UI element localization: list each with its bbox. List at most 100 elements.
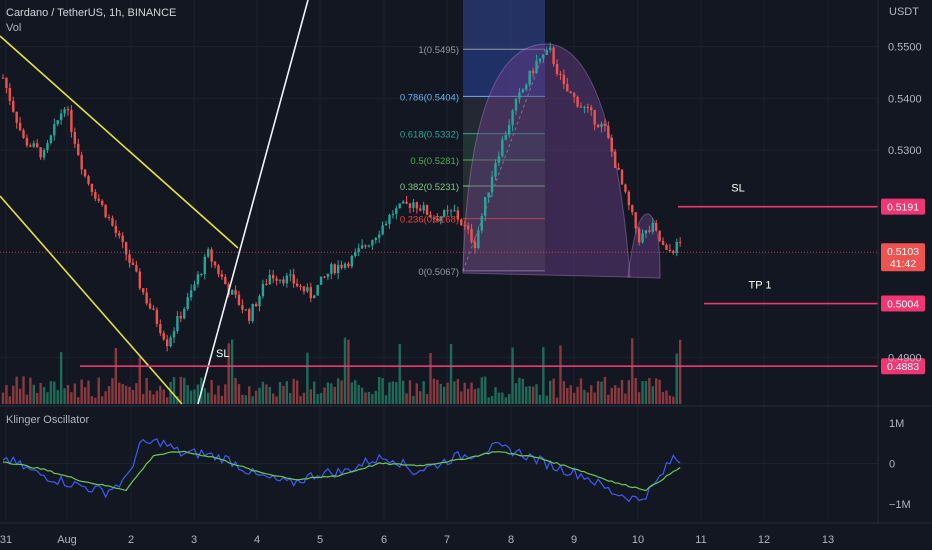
volume-bar — [504, 397, 507, 404]
volume-bar — [347, 339, 350, 404]
candle-body — [391, 214, 395, 216]
candle-body — [265, 283, 268, 285]
volume-bar — [32, 384, 35, 404]
current-price-value: 0.5103 — [887, 246, 919, 258]
candle-body — [473, 241, 477, 249]
candle-body — [371, 240, 374, 246]
volume-bar — [442, 386, 446, 404]
fib-zone — [463, 133, 545, 161]
candle-body — [675, 241, 678, 253]
candle-body — [169, 337, 172, 347]
candle-body — [593, 110, 596, 125]
volume-bar — [66, 385, 70, 404]
candle-body — [531, 70, 535, 74]
candle-body — [607, 125, 610, 138]
oscillator-tick-label: 1M — [889, 418, 904, 430]
candlesticks — [1, 42, 682, 352]
volume-bar — [521, 378, 525, 404]
candle-body — [111, 218, 114, 226]
candle-body — [145, 292, 148, 304]
volume-bar — [350, 382, 354, 404]
candle-body — [566, 84, 569, 92]
candle-body — [5, 77, 8, 88]
candle-body — [289, 274, 292, 276]
candle-body — [511, 110, 514, 126]
candle-body — [661, 241, 665, 245]
symbol-title[interactable]: Cardano / TetherUS, 1h, BINANCE — [6, 7, 177, 19]
oscillator-title[interactable]: Klinger Oscillator — [6, 414, 90, 426]
candle-body — [648, 230, 651, 232]
volume-bar — [124, 385, 128, 404]
volume-bar — [248, 386, 251, 404]
candle-body — [432, 217, 436, 220]
volume-bar — [545, 395, 548, 404]
candle-body — [545, 50, 548, 55]
volume-bar — [586, 392, 590, 404]
candle-body — [525, 84, 528, 90]
volume-bar — [463, 382, 466, 404]
annotation-label: SL — [216, 348, 229, 360]
candle-body — [159, 323, 162, 334]
volume-bar — [388, 382, 391, 404]
candle-body — [271, 274, 275, 279]
fibonacci-retracement[interactable]: 1(0.5495) 0.786(0.5404) 0.618(0.5332) 0.5(0… — [400, 0, 546, 278]
volume-bar — [90, 396, 94, 404]
candle-body — [39, 147, 42, 158]
candle-body — [213, 261, 217, 266]
volume-bar — [271, 393, 275, 404]
volume-bar — [179, 376, 183, 404]
candle-body — [155, 309, 159, 324]
level-price-tag — [881, 295, 925, 312]
candle-body — [624, 184, 627, 192]
volume-bar — [18, 388, 22, 404]
candle-body — [203, 256, 206, 275]
level-label: SL — [731, 183, 744, 195]
candle-body — [552, 47, 555, 64]
volume-bar — [73, 383, 77, 404]
candle-body — [637, 228, 641, 243]
volume-bar — [405, 393, 408, 404]
candle-body — [22, 130, 25, 138]
candle-body — [535, 60, 538, 74]
candle-body — [449, 210, 453, 212]
volume-bar — [128, 386, 131, 404]
volume-bar — [237, 384, 241, 404]
volume-bar — [494, 387, 497, 404]
volume-bar — [675, 353, 678, 404]
volume-bar — [648, 378, 651, 404]
candle-body — [56, 120, 59, 125]
candle-body — [285, 275, 289, 284]
candle-body — [333, 264, 336, 274]
candle-body — [330, 264, 333, 274]
candle-body — [538, 58, 542, 61]
candle-body — [234, 290, 237, 295]
level-price-tag — [881, 198, 925, 215]
candle-body — [196, 274, 200, 285]
time-tick-label: 13 — [822, 534, 834, 546]
candle-body — [412, 202, 415, 208]
candle-body — [316, 284, 319, 296]
volume-bar — [378, 377, 381, 404]
trend-lines[interactable]: SL — [0, 0, 309, 405]
klinger-signal-line — [2, 450, 681, 492]
volume-bar — [436, 379, 439, 404]
volume-bar — [507, 394, 511, 404]
volume-bar — [620, 379, 624, 404]
candle-body — [193, 284, 196, 291]
volume-bar — [254, 390, 258, 404]
price-tick-label: 0.5300 — [888, 145, 922, 157]
candle-body — [128, 254, 131, 263]
candle-body — [302, 286, 306, 292]
volume-bar — [80, 379, 83, 404]
candle-body — [121, 235, 124, 243]
candle-body — [446, 210, 449, 212]
candle-body — [484, 197, 487, 216]
volume-bar — [367, 391, 371, 404]
candle-body — [15, 111, 18, 123]
candle-body — [463, 225, 466, 227]
volume-bar — [131, 389, 135, 404]
candle-body — [336, 264, 340, 274]
volume-bar — [152, 394, 155, 404]
